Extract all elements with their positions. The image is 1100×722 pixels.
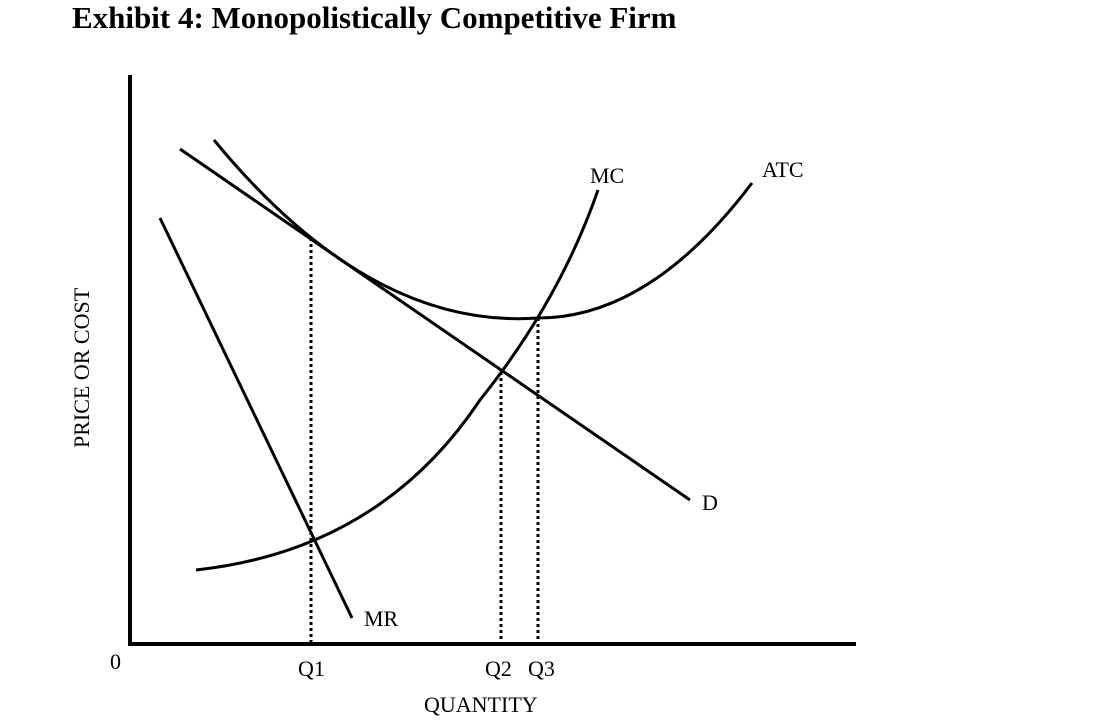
mc-label: MC: [590, 163, 624, 188]
origin-label: 0: [110, 649, 121, 674]
q1-label: Q1: [298, 656, 325, 681]
x-axis-label: QUANTITY: [424, 692, 538, 717]
demand-curve: [179, 147, 691, 502]
mc-curve: [195, 189, 600, 572]
atc-curve: [212, 139, 754, 321]
y-axis-label: PRICE OR COST: [69, 287, 94, 448]
marginal-revenue-curve: [158, 217, 354, 619]
atc-label: ATC: [762, 157, 804, 182]
page-title: Exhibit 4: Monopolistically Competitive …: [72, 0, 677, 35]
q3-label: Q3: [528, 656, 555, 681]
mr-label: MR: [364, 606, 399, 631]
demand-label: D: [702, 490, 718, 515]
q2-label: Q2: [485, 656, 512, 681]
